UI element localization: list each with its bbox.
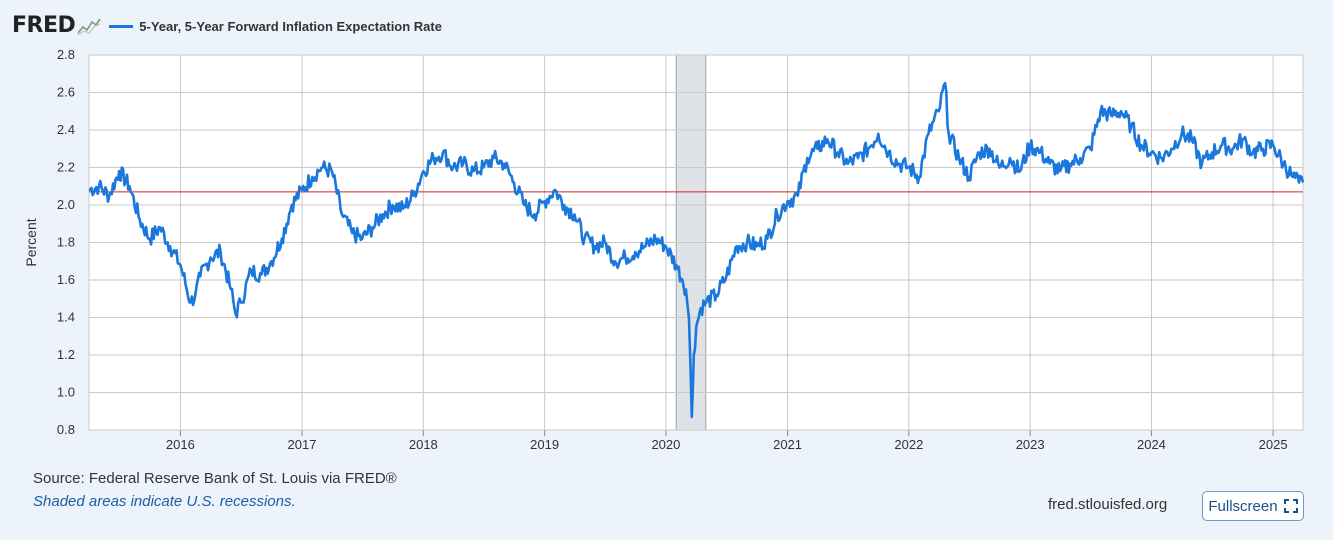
y-tick-label: 2.6 bbox=[57, 85, 75, 100]
mini-graph-icon bbox=[77, 18, 101, 36]
x-tick-label: 2025 bbox=[1259, 437, 1288, 452]
recession-note[interactable]: Shaded areas indicate U.S. recessions. bbox=[33, 493, 296, 510]
plot-border bbox=[88, 54, 1304, 431]
fullscreen-label: Fullscreen bbox=[1208, 497, 1278, 515]
fred-logo[interactable]: FRED bbox=[12, 13, 76, 38]
y-tick-label: 1.4 bbox=[57, 310, 75, 325]
x-tick-label: 2021 bbox=[773, 437, 802, 452]
y-tick-label: 2.0 bbox=[57, 197, 75, 212]
series-line bbox=[88, 81, 1305, 419]
y-tick-label: 1.0 bbox=[57, 385, 75, 400]
y-tick-label: 0.8 bbox=[57, 422, 75, 437]
legend-series-label: 5-Year, 5-Year Forward Inflation Expecta… bbox=[139, 18, 442, 34]
x-tick-label: 2016 bbox=[166, 437, 195, 452]
x-tick-label: 2022 bbox=[894, 437, 923, 452]
y-tick-label: 1.6 bbox=[57, 272, 75, 287]
x-tick-label: 2024 bbox=[1137, 437, 1166, 452]
expand-corners-icon bbox=[1283, 499, 1298, 513]
source-note: Source: Federal Reserve Bank of St. Loui… bbox=[33, 470, 397, 487]
x-tick-label: 2017 bbox=[288, 437, 317, 452]
y-tick-label: 2.4 bbox=[57, 122, 75, 137]
x-tick-label: 2018 bbox=[409, 437, 438, 452]
site-link[interactable]: fred.stlouisfed.org bbox=[1048, 496, 1168, 513]
fullscreen-button[interactable]: Fullscreen bbox=[1202, 491, 1304, 521]
legend-swatch bbox=[109, 24, 134, 28]
x-tick-label: 2023 bbox=[1016, 437, 1045, 452]
y-tick-label: 2.2 bbox=[57, 160, 75, 175]
chart-plot: 0.8 1.0 1.2 1.4 1.6 1.8 2.0 2.2 2.4 2.6 2.8 2016 201… bbox=[23, 47, 1305, 452]
y-axis-label: Percent bbox=[23, 218, 39, 266]
y-tick-label: 1.2 bbox=[57, 347, 75, 362]
x-tick-label: 2020 bbox=[651, 437, 680, 452]
y-tick-label: 1.8 bbox=[57, 235, 75, 250]
chart-header: FRED 5-Year, 5-Year Forward Inflation Ex… bbox=[12, 12, 442, 40]
y-tick-label: 2.8 bbox=[57, 47, 75, 62]
x-tick-label: 2019 bbox=[530, 437, 559, 452]
